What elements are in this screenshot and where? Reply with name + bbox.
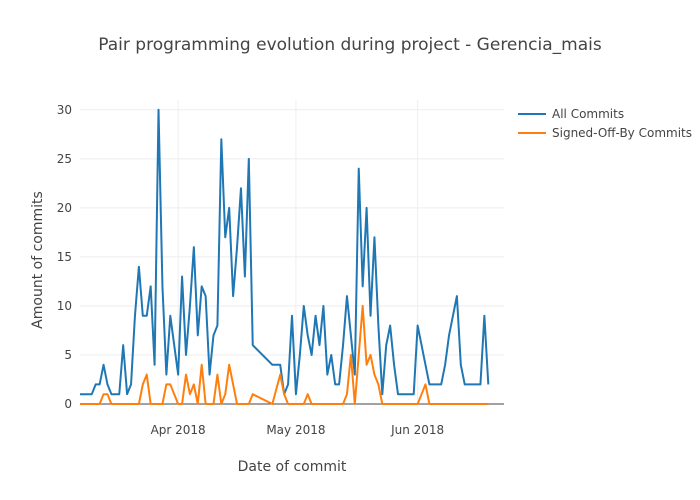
y-tick-label: 0	[64, 397, 72, 411]
x-tick-label: Apr 2018	[151, 423, 206, 437]
x-tick-label: May 2018	[266, 423, 325, 437]
legend-item[interactable]: Signed-Off-By Commits	[518, 126, 692, 140]
y-tick-label: 25	[57, 152, 72, 166]
y-tick-label: 20	[57, 201, 72, 215]
y-axis-title: Amount of commits	[30, 191, 46, 329]
x-axis-title: Date of commit	[238, 459, 347, 475]
y-tick-label: 5	[64, 348, 72, 362]
y-tick-label: 30	[57, 103, 72, 117]
x-tick-label: Jun 2018	[390, 423, 444, 437]
legend[interactable]: All Commits Signed-Off-By Commits	[518, 107, 692, 140]
y-tick-label: 10	[57, 299, 72, 313]
legend-label: All Commits	[552, 107, 624, 121]
series-line-signed-off-by-commits[interactable]	[80, 304, 489, 405]
x-axis: Apr 2018 May 2018 Jun 2018	[151, 423, 445, 437]
plot-area	[80, 108, 490, 405]
series-line-all-commits[interactable]	[80, 108, 490, 396]
grid	[80, 100, 504, 405]
legend-label: Signed-Off-By Commits	[552, 126, 692, 140]
chart-title: Pair programming evolution during projec…	[98, 35, 602, 55]
y-tick-label: 15	[57, 250, 72, 264]
y-axis: 0 5 10 15 20 25 30	[57, 103, 72, 411]
legend-item[interactable]: All Commits	[518, 107, 624, 121]
